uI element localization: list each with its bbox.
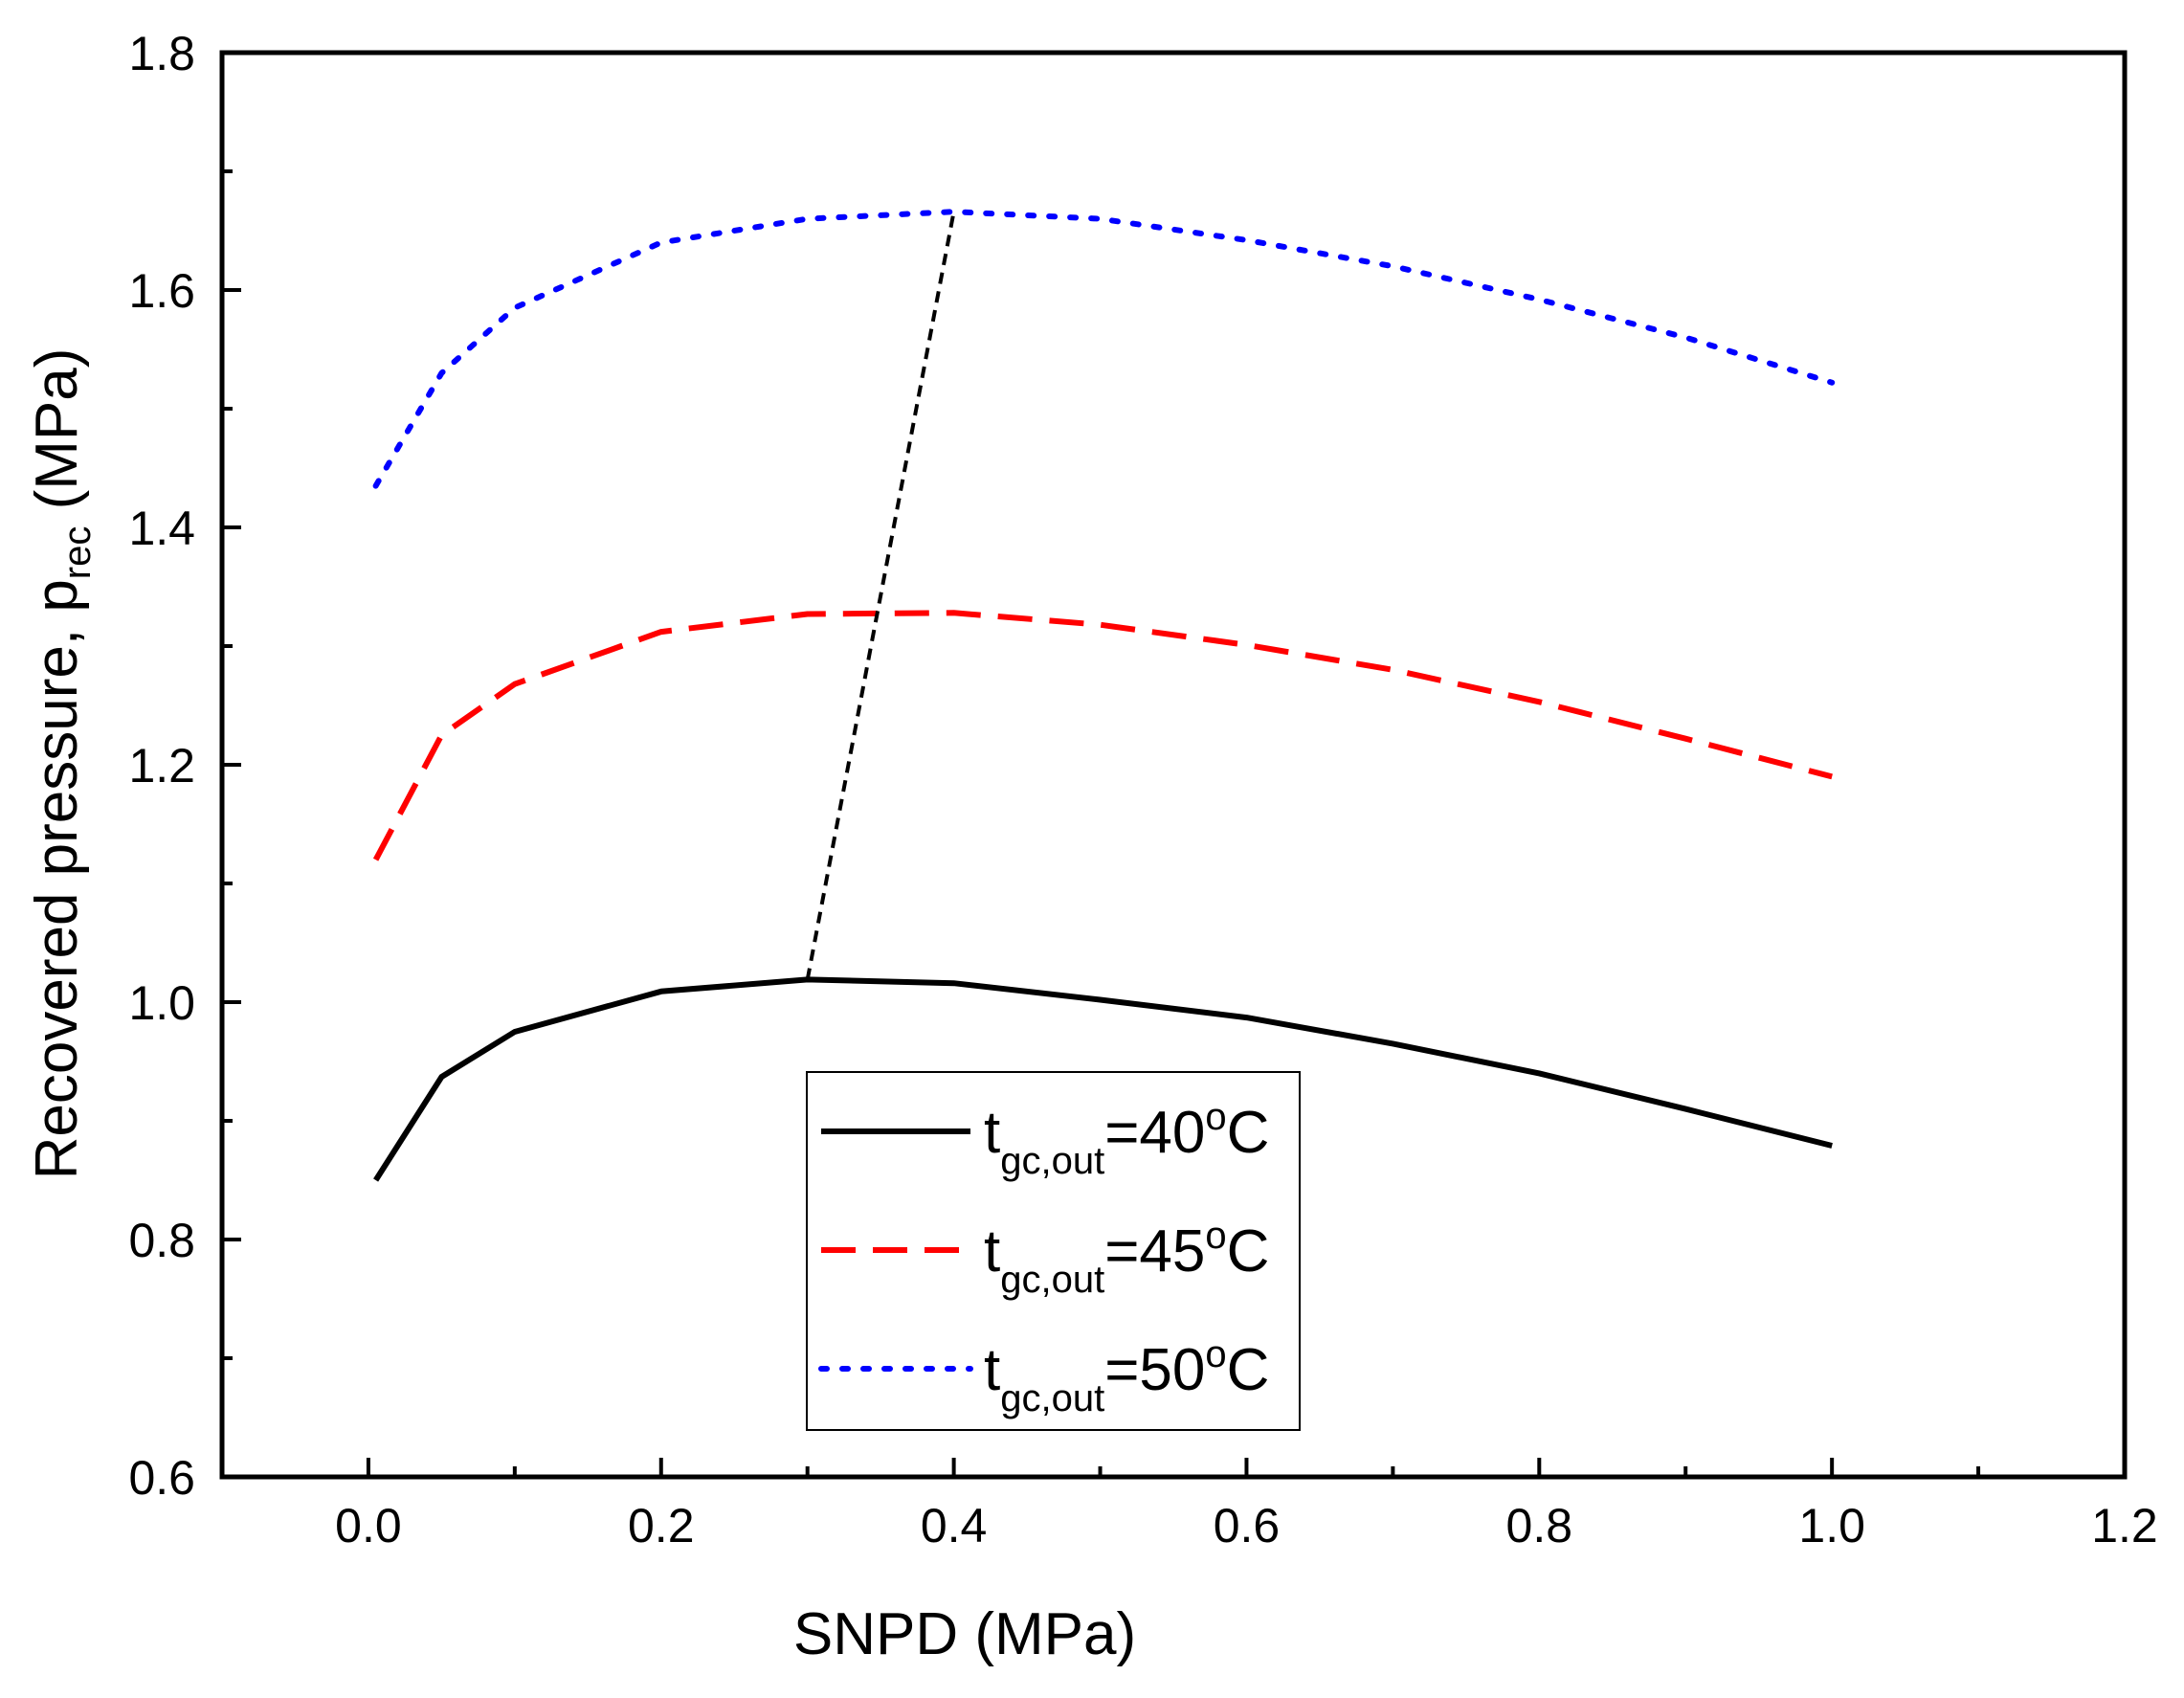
legend-label-sub: gc,out bbox=[1000, 1259, 1104, 1301]
legend-label-eq: =50 bbox=[1104, 1337, 1205, 1403]
y-axis-title: Recovered pressure, prec (MPa) bbox=[24, 348, 99, 1180]
y-tick-label: 0.6 bbox=[128, 1451, 195, 1505]
legend-label-2: tgc,out=45oC bbox=[984, 1215, 1269, 1301]
legend-label-main: t bbox=[984, 1218, 1000, 1285]
annotation-layer bbox=[805, 211, 956, 980]
legend-label-end: C bbox=[1227, 1337, 1270, 1403]
optimum-connector-line bbox=[805, 211, 956, 980]
y-tick-label: 1.0 bbox=[128, 976, 195, 1030]
x-tick-label: 0.6 bbox=[1214, 1499, 1281, 1553]
legend-label-eq: =45 bbox=[1104, 1218, 1205, 1285]
legend-label-end: C bbox=[1227, 1218, 1270, 1285]
legend-label-1: tgc,out=40oC bbox=[984, 1096, 1269, 1182]
legend-label-3: tgc,out=50oC bbox=[984, 1333, 1269, 1419]
plot-series bbox=[372, 209, 1836, 1182]
x-tick-label: 0.0 bbox=[335, 1499, 402, 1553]
x-tick-label: 1.2 bbox=[2091, 1499, 2158, 1553]
x-axis-ticks bbox=[366, 1458, 2127, 1477]
x-tick-label: 0.2 bbox=[628, 1499, 695, 1553]
y-tick-label: 1.4 bbox=[128, 502, 195, 555]
legend-label-sub: gc,out bbox=[1000, 1140, 1104, 1182]
y-axis-ticks bbox=[222, 51, 241, 1479]
x-axis-title: SNPD (MPa) bbox=[793, 1601, 1136, 1667]
legend-label-sub: gc,out bbox=[1000, 1377, 1104, 1419]
y-axis-title-sub: rec bbox=[56, 526, 99, 580]
x-tick-label: 0.8 bbox=[1506, 1499, 1573, 1553]
series-line-2 bbox=[372, 610, 1833, 861]
y-tick-label: 1.2 bbox=[128, 739, 195, 793]
legend-label-end: C bbox=[1227, 1100, 1270, 1166]
y-axis-tick-labels: 0.6 0.8 1.0 1.2 1.4 1.6 1.8 bbox=[128, 27, 195, 1505]
x-axis-tick-labels: 0.0 0.2 0.4 0.6 0.8 1.0 1.2 bbox=[335, 1499, 2158, 1553]
legend-label-sup: o bbox=[1205, 1333, 1226, 1375]
legend-label-sup: o bbox=[1205, 1096, 1226, 1138]
legend-label-sup: o bbox=[1205, 1215, 1226, 1257]
legend-label-main: t bbox=[984, 1100, 1000, 1166]
legend-label-main: t bbox=[984, 1337, 1000, 1403]
x-tick-label: 0.4 bbox=[921, 1499, 988, 1553]
legend-label-eq: =40 bbox=[1104, 1100, 1205, 1166]
y-tick-label: 1.8 bbox=[128, 27, 195, 80]
x-tick-label: 1.0 bbox=[1798, 1499, 1865, 1553]
series-line-1 bbox=[373, 976, 1833, 1182]
y-axis-title-main: Recovered pressure, p bbox=[24, 579, 90, 1179]
series-line-3 bbox=[372, 209, 1836, 489]
y-tick-label: 0.8 bbox=[128, 1214, 195, 1267]
y-axis-title-unit: (MPa) bbox=[24, 348, 90, 526]
y-tick-label: 1.6 bbox=[128, 264, 195, 318]
